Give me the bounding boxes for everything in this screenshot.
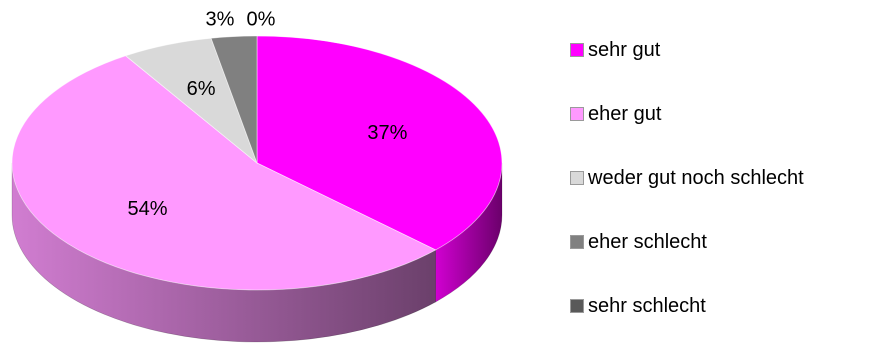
data-label-4: 0% — [247, 8, 276, 30]
legend-label-sehr-schlecht: sehr schlecht — [588, 294, 706, 317]
legend-swatch-eher-gut — [570, 107, 584, 121]
data-label-0: 37% — [367, 122, 407, 144]
data-label-1: 54% — [127, 198, 167, 220]
legend-swatch-weder-gut-noch-schlecht — [570, 171, 584, 185]
chart-legend: sehr gut eher gut weder gut noch schlech… — [570, 34, 870, 322]
data-label-2: 6% — [187, 78, 216, 100]
legend-item-weder-gut-noch-schlecht: weder gut noch schlecht — [570, 162, 870, 194]
legend-label-eher-schlecht: eher schlecht — [588, 230, 707, 253]
legend-swatch-sehr-schlecht — [570, 299, 584, 313]
legend-label-sehr-gut: sehr gut — [588, 38, 661, 61]
legend-label-weder-gut-noch-schlecht: weder gut noch schlecht — [588, 166, 804, 189]
legend-item-sehr-gut: sehr gut — [570, 34, 870, 66]
legend-item-eher-gut: eher gut — [570, 98, 870, 130]
data-label-3: 3% — [205, 8, 234, 30]
pie-slice-0 — [256, 35, 503, 251]
pie-slice-1 — [11, 55, 437, 291]
legend-item-sehr-schlecht: sehr schlecht — [570, 290, 870, 322]
pie-slice-3 — [210, 35, 258, 164]
legend-item-eher-schlecht: eher schlecht — [570, 226, 870, 258]
legend-label-eher-gut: eher gut — [588, 102, 662, 125]
legend-swatch-sehr-gut — [570, 43, 584, 57]
legend-swatch-eher-schlecht — [570, 235, 584, 249]
